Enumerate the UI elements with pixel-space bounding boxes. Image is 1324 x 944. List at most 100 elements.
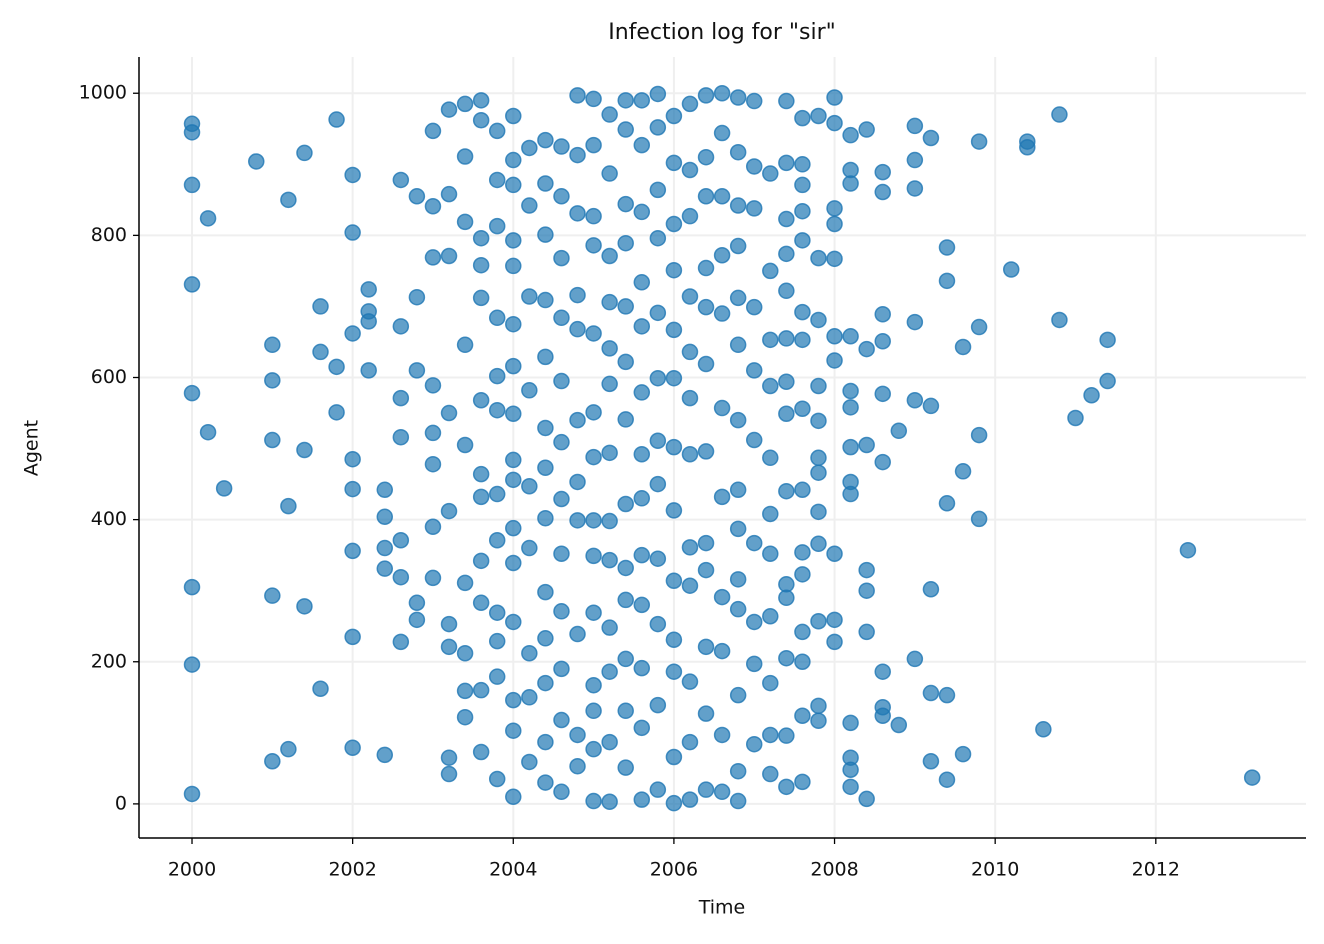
point xyxy=(537,226,554,243)
point xyxy=(585,512,602,529)
point xyxy=(713,124,731,142)
point xyxy=(488,367,506,385)
point xyxy=(906,117,924,135)
point xyxy=(745,431,763,449)
point xyxy=(505,107,522,125)
point xyxy=(408,611,426,629)
point xyxy=(601,165,618,182)
point xyxy=(472,488,490,506)
point xyxy=(713,726,731,744)
point xyxy=(488,485,506,503)
point xyxy=(344,739,361,756)
point xyxy=(778,405,795,422)
point xyxy=(665,748,683,766)
point xyxy=(505,151,522,169)
point xyxy=(296,598,313,615)
point xyxy=(328,111,345,128)
point xyxy=(585,604,602,621)
point xyxy=(697,705,715,722)
point xyxy=(794,707,811,725)
point xyxy=(633,136,651,154)
point xyxy=(601,293,618,311)
point xyxy=(858,790,875,808)
point xyxy=(697,443,715,460)
point xyxy=(858,582,875,599)
point xyxy=(794,202,811,220)
point xyxy=(601,733,618,751)
point xyxy=(392,568,410,586)
point xyxy=(745,92,763,110)
point xyxy=(858,623,875,641)
point xyxy=(505,315,522,333)
point xyxy=(183,176,201,194)
point xyxy=(601,793,618,811)
point xyxy=(505,451,522,469)
point xyxy=(665,663,683,680)
point xyxy=(874,385,891,403)
point xyxy=(392,389,410,407)
point xyxy=(794,481,811,499)
point xyxy=(505,471,522,489)
point xyxy=(521,539,538,557)
point xyxy=(488,531,506,549)
point xyxy=(472,594,490,612)
point xyxy=(794,303,811,321)
point xyxy=(264,431,281,449)
point xyxy=(713,305,731,322)
point xyxy=(842,161,859,179)
point xyxy=(617,92,634,109)
point xyxy=(874,453,891,471)
point xyxy=(617,702,634,720)
x-tick-label: 2012 xyxy=(1132,859,1180,881)
point xyxy=(488,309,506,327)
point xyxy=(906,180,924,197)
point xyxy=(729,600,747,618)
point xyxy=(392,531,410,549)
point xyxy=(729,686,747,704)
point xyxy=(649,696,667,714)
point xyxy=(408,188,426,205)
point xyxy=(649,369,667,387)
y-tick-label: 800 xyxy=(91,224,127,246)
point xyxy=(553,433,570,451)
point xyxy=(810,107,827,125)
point xyxy=(585,702,602,720)
point xyxy=(826,328,843,345)
point xyxy=(713,642,731,660)
point xyxy=(810,712,827,729)
point xyxy=(649,181,667,199)
point xyxy=(472,391,490,409)
point xyxy=(280,191,297,209)
point xyxy=(456,436,474,454)
point xyxy=(729,792,747,810)
point xyxy=(440,185,458,203)
point xyxy=(521,689,538,706)
point xyxy=(472,681,490,699)
point xyxy=(697,781,715,798)
point xyxy=(970,426,988,444)
point xyxy=(810,449,827,467)
point xyxy=(762,331,779,349)
point xyxy=(1067,409,1084,427)
point xyxy=(617,195,634,213)
point xyxy=(505,232,522,249)
point xyxy=(553,309,570,327)
point xyxy=(633,490,651,507)
point xyxy=(537,509,554,527)
point xyxy=(585,90,602,108)
y-tick-label: 0 xyxy=(115,792,127,814)
point xyxy=(264,587,281,604)
point xyxy=(537,459,554,477)
point xyxy=(842,382,859,400)
point xyxy=(729,520,747,538)
point xyxy=(794,653,811,671)
point xyxy=(505,613,522,631)
point xyxy=(585,448,602,466)
point xyxy=(456,95,474,113)
point xyxy=(729,197,747,214)
point xyxy=(794,400,811,418)
point xyxy=(488,632,506,650)
point xyxy=(713,188,731,205)
point xyxy=(376,481,394,499)
